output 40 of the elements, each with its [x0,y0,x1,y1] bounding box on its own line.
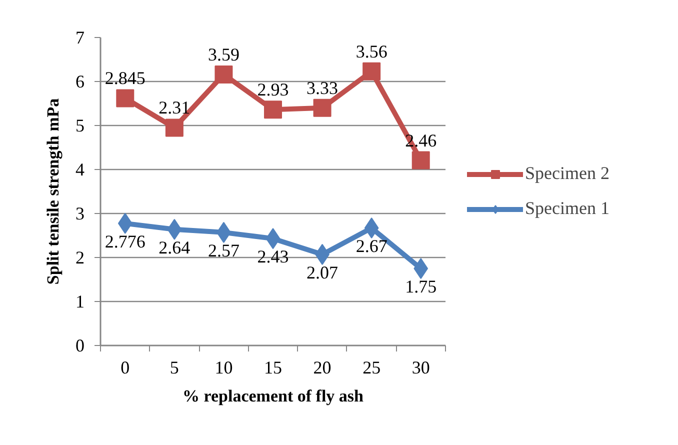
y-tick-label: 0 [76,336,84,356]
data-label: 2.776 [104,231,146,252]
x-tick-label: 30 [412,358,430,378]
data-label: 2.57 [208,240,240,260]
annotation: 2.93 [257,80,289,100]
data-label: 2.64 [158,237,190,258]
annotation: 2.31 [158,98,190,118]
data-label: 2.43 [257,246,289,267]
x-tick-label: 5 [170,358,179,378]
annotation: 3.56 [356,41,388,62]
point [313,98,332,117]
y-tick-label: 7 [76,28,84,48]
legend-label: Specimen 1 [525,198,610,219]
data-label: 2.67 [356,236,388,256]
annotation: 3.59 [208,44,240,64]
y-tick-label: 5 [76,116,84,136]
legend-label: Specimen 2 [525,163,610,184]
annotation: 2.845 [104,68,146,88]
point [414,258,428,279]
point [412,151,430,170]
point [264,100,282,119]
point [165,118,184,137]
annotation: 3.33 [306,78,338,98]
y-tick-label: 2 [76,248,84,268]
x-tick-label: 0 [120,358,130,378]
x-axis-title: % replacement of fly ash [182,386,364,406]
data-label: 2.07 [306,262,338,282]
x-tick-label: 25 [362,358,381,378]
y-tick-label: 4 [76,160,84,180]
point [362,62,381,80]
y-axis-title: Split tensile strength mPa [44,98,62,285]
point [214,65,233,84]
y-tick-label: 6 [76,72,84,92]
x-tick-label: 15 [264,358,282,378]
data-label: 1.75 [405,276,437,296]
y-tick-label: 3 [76,204,84,224]
y-tick-label: 1 [76,292,84,312]
x-tick-label: 10 [214,358,233,378]
point [116,89,134,108]
x-tick-label: 20 [313,358,332,378]
